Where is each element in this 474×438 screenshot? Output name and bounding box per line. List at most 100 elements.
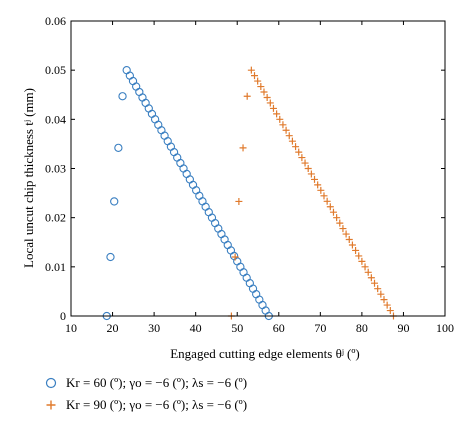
data-point-circle bbox=[110, 197, 119, 206]
x-axis-label: Engaged cutting edge elements θʲ (º) bbox=[170, 346, 360, 361]
data-point-plus bbox=[311, 175, 319, 183]
y-tick-label: 0.03 bbox=[45, 162, 66, 176]
data-point-plus bbox=[263, 94, 271, 102]
data-point-plus bbox=[367, 274, 375, 282]
data-point-circle bbox=[173, 153, 182, 162]
data-point-circle bbox=[138, 93, 147, 102]
x-tick-label: 30 bbox=[148, 321, 160, 335]
legend-label-kr60: Kr = 60 (º); γo = −6 (º); λs = −6 (º) bbox=[66, 375, 248, 390]
data-point-plus bbox=[269, 104, 277, 112]
data-point-circle bbox=[176, 158, 185, 168]
data-point-plus bbox=[386, 307, 394, 315]
data-point-circle bbox=[147, 109, 157, 119]
data-point-plus bbox=[254, 77, 262, 85]
data-point-plus bbox=[235, 197, 243, 205]
data-point-plus bbox=[282, 126, 290, 134]
data-point-circle bbox=[204, 208, 213, 217]
data-point-plus bbox=[348, 241, 356, 249]
data-point-circle bbox=[242, 273, 251, 282]
data-point-plus bbox=[273, 110, 281, 118]
data-point-circle bbox=[255, 295, 264, 304]
data-point-circle bbox=[141, 98, 150, 108]
plot-frame bbox=[70, 20, 446, 317]
data-point-circle bbox=[157, 126, 166, 135]
data-point-circle bbox=[252, 290, 261, 299]
data-point-circle bbox=[128, 76, 138, 86]
data-point-plus bbox=[383, 301, 391, 309]
data-point-circle bbox=[169, 147, 179, 157]
data-point-plus bbox=[345, 235, 353, 243]
data-point-plus bbox=[374, 285, 382, 293]
data-point-plus bbox=[239, 144, 247, 152]
data-point-circle bbox=[214, 224, 223, 233]
data-point-circle bbox=[198, 197, 207, 206]
data-point-plus bbox=[333, 214, 341, 222]
x-tick-label: 10 bbox=[65, 321, 77, 335]
data-point-circle bbox=[114, 143, 123, 152]
y-tick-label: 0 bbox=[60, 309, 66, 323]
data-point-plus bbox=[329, 208, 337, 216]
data-point-circle bbox=[195, 191, 204, 200]
data-point-circle bbox=[160, 131, 169, 140]
data-point-plus bbox=[326, 203, 334, 211]
y-axis-label: Local uncut chip thickness tʲ (mm) bbox=[21, 88, 36, 268]
data-point-circle bbox=[166, 142, 176, 151]
y-tick-label: 0.06 bbox=[45, 14, 66, 28]
y-tick-label: 0.04 bbox=[45, 112, 66, 126]
data-point-plus bbox=[314, 181, 322, 189]
data-point-plus bbox=[358, 257, 366, 265]
data-point-circle bbox=[258, 300, 267, 310]
legend-item-kr60: Kr = 60 (º); γo = −6 (º); λs = −6 (º) bbox=[40, 372, 247, 394]
data-point-circle bbox=[239, 268, 248, 277]
data-point-circle bbox=[144, 104, 153, 113]
x-tick-label: 90 bbox=[397, 321, 409, 335]
data-point-circle bbox=[122, 66, 131, 75]
x-tick-label: 60 bbox=[273, 321, 285, 335]
data-point-plus bbox=[276, 115, 284, 123]
data-point-circle bbox=[201, 202, 210, 211]
data-point-plus bbox=[301, 159, 309, 167]
x-tick-label: 40 bbox=[190, 321, 202, 335]
data-point-circle bbox=[236, 262, 245, 271]
data-point-circle bbox=[229, 251, 239, 261]
data-point-plus bbox=[285, 132, 293, 140]
x-tick-label: 50 bbox=[231, 321, 243, 335]
data-point-plus bbox=[247, 66, 255, 74]
y-tick-label: 0.01 bbox=[45, 260, 66, 274]
data-point-plus bbox=[377, 290, 385, 298]
data-point-circle bbox=[188, 180, 198, 190]
data-point-plus bbox=[361, 263, 369, 271]
data-point-circle bbox=[185, 175, 194, 184]
data-point-plus bbox=[251, 72, 259, 80]
data-point-circle bbox=[217, 229, 226, 239]
data-point-circle bbox=[261, 306, 270, 315]
data-point-plus bbox=[320, 192, 328, 200]
data-point-plus bbox=[295, 148, 303, 156]
y-tick-label: 0.05 bbox=[45, 63, 66, 77]
data-point-circle bbox=[125, 71, 134, 80]
data-point-circle bbox=[207, 213, 217, 222]
data-point-plus bbox=[279, 121, 287, 129]
legend-item-kr90: Kr = 90 (º); γo = −6 (º); λs = −6 (º) bbox=[40, 394, 247, 416]
data-point-circle bbox=[210, 218, 220, 228]
data-point-plus bbox=[243, 92, 251, 100]
data-point-plus bbox=[288, 137, 296, 145]
data-point-plus bbox=[307, 170, 315, 178]
data-point-circle bbox=[182, 169, 191, 179]
data-point-plus bbox=[257, 83, 265, 91]
x-tick-label: 100 bbox=[436, 321, 454, 335]
data-point-plus bbox=[380, 296, 388, 304]
data-point-plus bbox=[336, 219, 344, 227]
plus-marker-icon bbox=[40, 399, 62, 411]
data-point-plus bbox=[266, 99, 274, 107]
data-point-plus bbox=[323, 197, 331, 205]
data-point-plus bbox=[292, 143, 300, 151]
circle-marker-icon bbox=[40, 377, 62, 389]
data-point-plus bbox=[371, 279, 379, 287]
legend-label-kr90: Kr = 90 (º); γo = −6 (º); λs = −6 (º) bbox=[66, 397, 248, 412]
data-point-plus bbox=[342, 230, 350, 238]
data-point-circle bbox=[179, 164, 188, 173]
x-tick-label: 20 bbox=[107, 321, 119, 335]
data-point-circle bbox=[118, 92, 127, 101]
data-point-plus bbox=[317, 186, 325, 194]
